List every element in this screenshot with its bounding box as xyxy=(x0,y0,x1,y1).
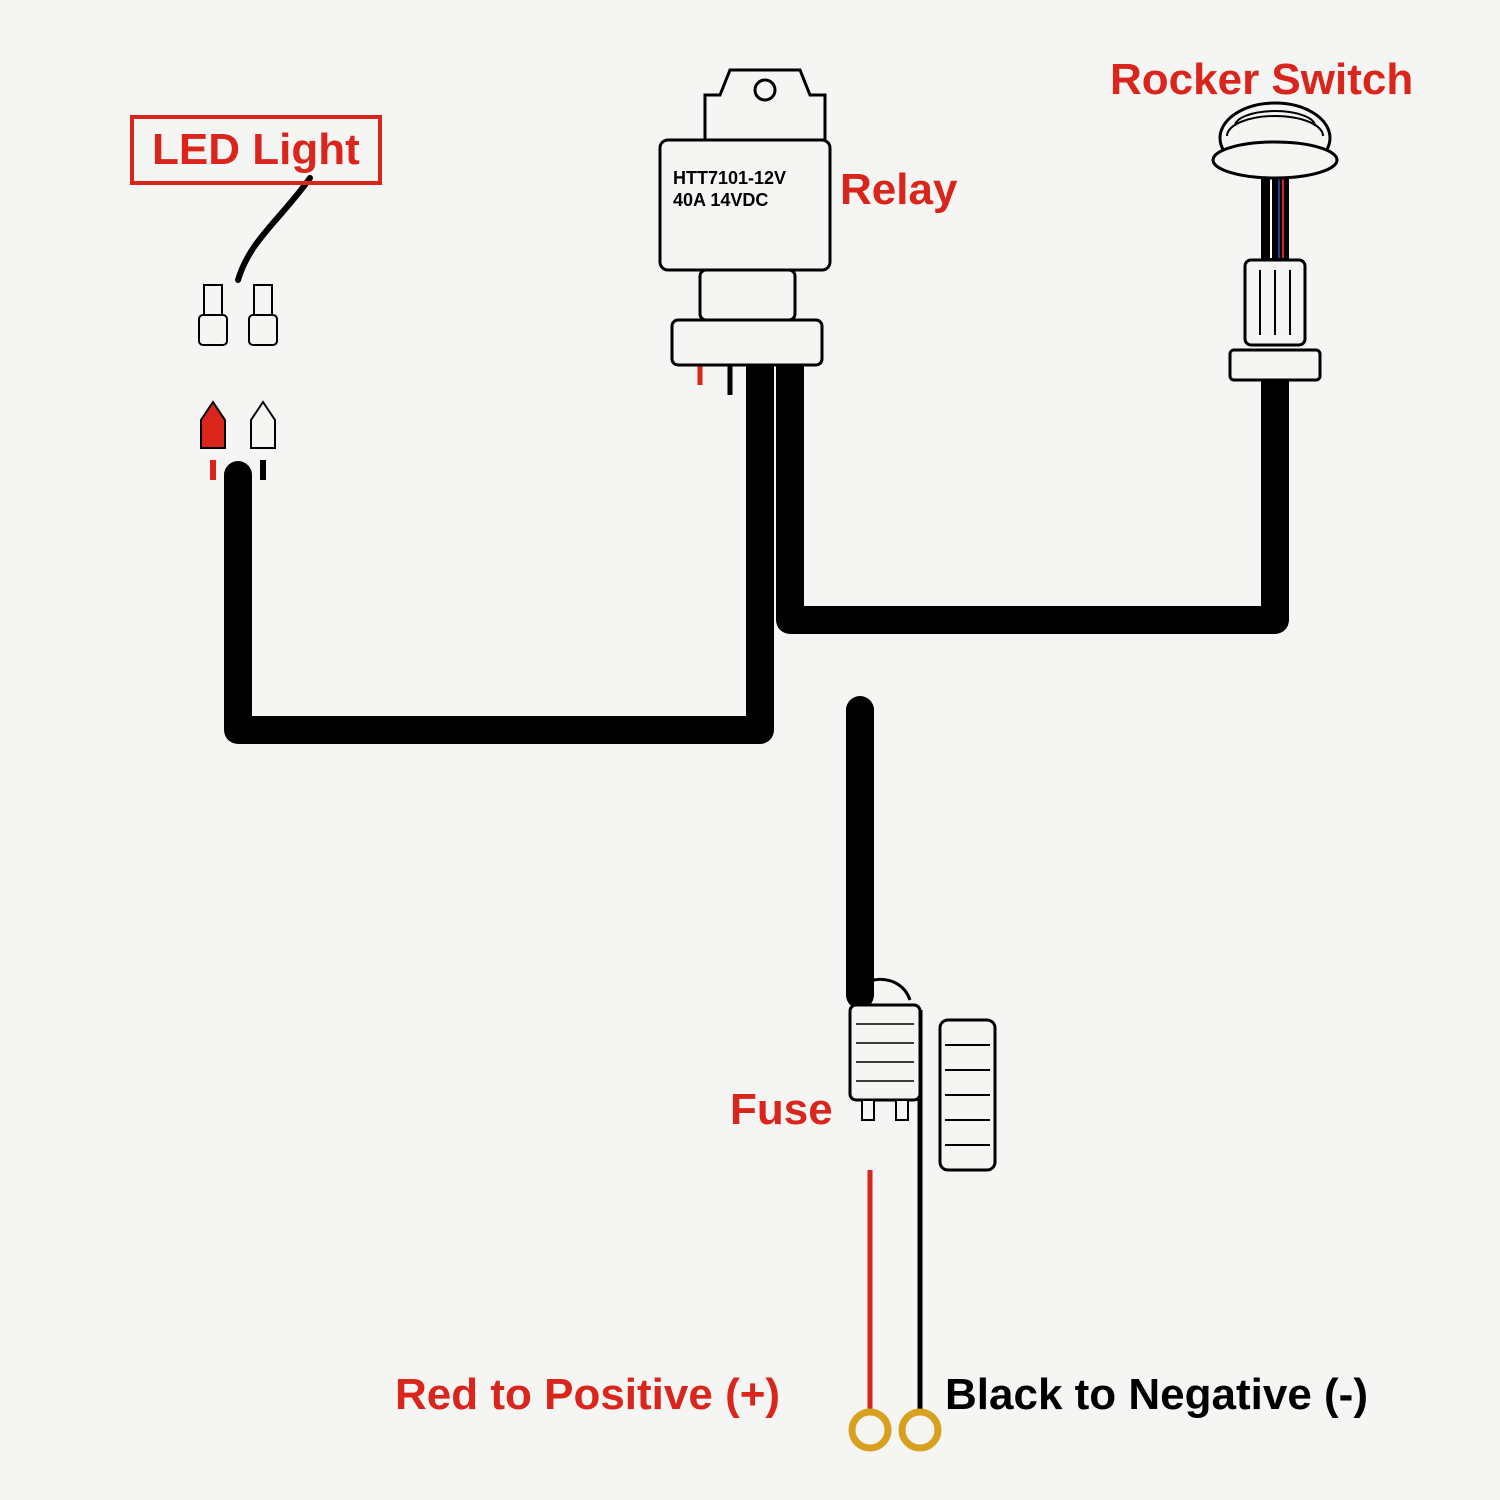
relay-label: Relay xyxy=(840,165,957,215)
relay-model-text: HTT7101-12V xyxy=(673,168,786,189)
rocker-switch-label: Rocker Switch xyxy=(1110,55,1413,105)
wiring-diagram: LED Light Relay Rocker Switch Fuse Red t… xyxy=(0,0,1500,1500)
positive-label: Red to Positive (+) xyxy=(395,1370,780,1420)
diagram-svg xyxy=(0,0,1500,1500)
fuse-label: Fuse xyxy=(730,1085,833,1135)
negative-label: Black to Negative (-) xyxy=(945,1370,1368,1420)
led-light-label: LED Light xyxy=(130,115,382,185)
relay-rating-text: 40A 14VDC xyxy=(673,190,768,211)
